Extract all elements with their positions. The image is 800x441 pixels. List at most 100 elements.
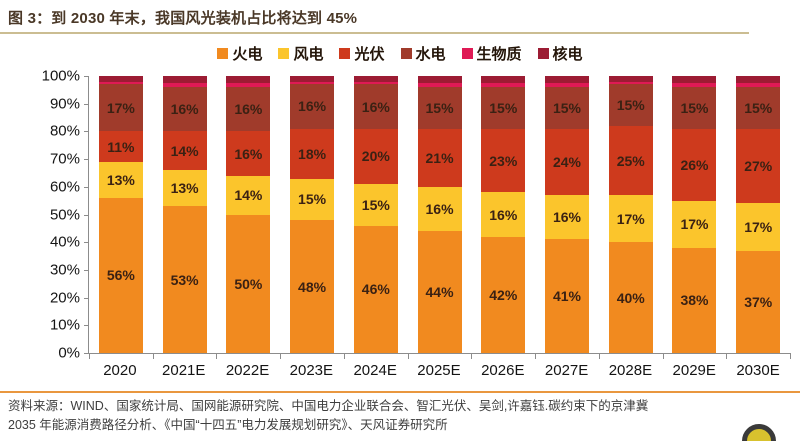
bar-segment-水电: 15% <box>417 87 462 129</box>
x-axis-tick-mark <box>343 353 345 359</box>
y-axis-tick-label: 40% <box>49 233 80 251</box>
bar-segment-value: 16% <box>361 98 390 115</box>
bar-segment-value: 15% <box>680 99 709 116</box>
x-axis-tick-mark <box>280 353 282 359</box>
legend: 火电 风电 光伏 水电 生物质 核电 <box>0 43 800 64</box>
bar-segment-value: 21% <box>425 149 454 166</box>
bar-segment-水电: 15% <box>545 87 589 129</box>
x-axis-label: 2029E <box>672 362 716 379</box>
y-axis-tick-label: 0% <box>58 344 80 362</box>
bar-segment-value: 16% <box>552 209 582 226</box>
bar-segment-value: 16% <box>234 101 263 118</box>
bar-segment-光伏: 27% <box>736 128 781 204</box>
bar-segment-生物质 <box>162 82 207 88</box>
bar-segment-生物质 <box>608 81 653 85</box>
y-axis-tick-mark <box>84 325 89 327</box>
bar-segment-value: 15% <box>744 99 773 116</box>
bar-segment-value: 24% <box>552 153 582 170</box>
bar-segment-光伏: 25% <box>608 125 653 196</box>
bar-segment-水电: 16% <box>162 87 207 132</box>
bar-segment-value: 42% <box>489 286 518 303</box>
stacked-bar: 56% 13% 11% 17% <box>98 76 143 353</box>
bar-segment-value: 53% <box>170 271 199 288</box>
y-axis-tick-mark <box>84 103 89 105</box>
bar-segment-风电: 15% <box>290 178 335 221</box>
x-axis-label: 2023E <box>289 362 334 379</box>
bar-segment-value: 13% <box>106 171 135 188</box>
bar-segment-水电: 15% <box>736 87 781 129</box>
bar-segment-核电 <box>736 76 781 83</box>
bar-segment-value: 14% <box>234 187 263 204</box>
bar-segment-水电: 16% <box>226 87 271 132</box>
x-axis-label: 2025E <box>417 362 461 379</box>
stacked-bar: 41% 16% 24% 15% <box>545 76 589 353</box>
plot-area: 56% 13% 11% 17% 53% 13% 14% 16% 50% 14% 16% 16% 48% 1… <box>42 68 791 362</box>
publisher-logo-icon <box>742 423 776 441</box>
bar-segment-火电: 41% <box>545 239 589 353</box>
bar-segment-生物质 <box>353 81 398 85</box>
bar-segment-value: 17% <box>616 210 645 227</box>
bar-segment-光伏: 23% <box>481 128 526 193</box>
stacked-bar: 37% 17% 27% 15% <box>736 76 781 353</box>
bar-segment-value: 16% <box>234 145 263 162</box>
bar-segment-生物质 <box>417 82 462 88</box>
legend-label: 光伏 <box>354 45 385 63</box>
legend-swatch-icon <box>217 47 229 59</box>
bar-segment-水电: 17% <box>98 84 143 132</box>
x-axis-tick-mark <box>535 353 537 359</box>
bar-segment-风电: 16% <box>417 186 462 232</box>
y-axis-tick-label: 90% <box>49 95 80 113</box>
bar-segment-水电: 15% <box>481 87 526 129</box>
bar-segment-火电: 44% <box>417 231 462 353</box>
x-axis-labels: 2020 2021E 2022E 2023E 2024E 2025E 2026E 2027E 2… <box>88 362 790 379</box>
stacked-bar: 38% 17% 26% 15% <box>672 76 717 353</box>
y-axis-tick-label: 100% <box>41 67 80 85</box>
x-axis-tick-mark <box>598 353 600 359</box>
bar-segment-value: 16% <box>489 206 518 223</box>
y-axis-tick-label: 50% <box>49 206 80 223</box>
bar-segment-光伏: 14% <box>162 131 207 171</box>
bar-segment-value: 16% <box>298 98 327 115</box>
x-axis-label: 2020 <box>103 362 137 379</box>
bar-segment-value: 26% <box>680 156 709 173</box>
y-axis-tick-mark <box>84 242 89 244</box>
bar-segment-value: 44% <box>425 284 454 301</box>
bar-segment-火电: 53% <box>162 206 207 353</box>
x-axis-tick-mark <box>152 353 154 359</box>
bar-segment-风电: 16% <box>545 195 589 240</box>
stacked-bar: 44% 16% 21% 15% <box>417 76 462 353</box>
y-axis-tick-label: 30% <box>49 261 80 279</box>
bar-segment-value: 27% <box>744 158 773 175</box>
bar-column-2028E: 40% 17% 25% 15% <box>599 76 663 353</box>
bar-segment-核电 <box>226 76 271 83</box>
bar-segment-value: 50% <box>234 275 263 292</box>
x-axis-tick-mark <box>471 353 473 359</box>
x-axis-label: 2021E <box>162 362 206 379</box>
bar-segment-核电 <box>417 76 462 83</box>
stacked-bar: 46% 15% 20% 16% <box>353 76 398 353</box>
bar-segment-value: 37% <box>744 293 773 310</box>
bar-segment-value: 38% <box>680 292 709 309</box>
legend-label: 水电 <box>415 45 446 63</box>
y-axis-tick-label: 70% <box>49 150 80 168</box>
bar-segment-value: 17% <box>680 216 709 233</box>
bar-segment-风电: 17% <box>608 195 653 243</box>
x-axis-tick-mark <box>726 353 728 359</box>
bar-segment-核电 <box>353 76 398 82</box>
bar-segment-value: 13% <box>170 180 199 197</box>
bar-column-2025E: 44% 16% 21% 15% <box>408 76 472 353</box>
x-axis-tick-mark <box>407 353 409 359</box>
bar-segment-value: 15% <box>361 196 390 213</box>
bar-segment-生物质 <box>481 82 526 88</box>
bar-segment-核电 <box>608 76 653 82</box>
bar-segment-核电 <box>162 76 207 83</box>
legend-swatch-icon <box>278 47 290 59</box>
bar-segment-value: 15% <box>552 99 582 116</box>
bar-segment-火电: 37% <box>736 250 781 353</box>
bar-segment-光伏: 24% <box>545 128 589 196</box>
bar-segment-核电 <box>545 76 589 83</box>
bar-segment-火电: 50% <box>226 214 271 353</box>
bar-segment-value: 25% <box>616 152 645 169</box>
legend-item: 风电 <box>278 43 323 64</box>
